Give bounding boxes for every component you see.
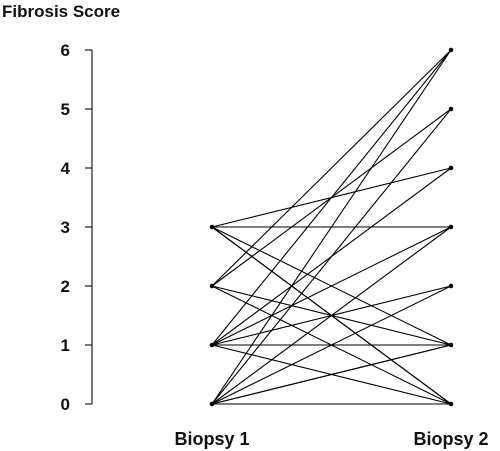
data-point: [209, 224, 215, 230]
patient-line: [211, 226, 452, 405]
patient-line: [211, 108, 452, 405]
patient-line: [211, 49, 452, 405]
y-tick-label: 6: [61, 41, 70, 60]
data-point: [448, 401, 454, 407]
patient-line: [211, 226, 452, 346]
data-points: [209, 47, 454, 407]
data-point: [448, 165, 454, 171]
y-tick-label: 4: [61, 159, 71, 178]
data-point: [209, 283, 215, 289]
x-category-label-biopsy-2: Biopsy 2: [413, 429, 488, 449]
data-point: [209, 342, 215, 348]
data-point: [448, 342, 454, 348]
y-tick-label: 2: [61, 277, 70, 296]
patient-line: [211, 49, 452, 346]
y-tick-label: 5: [61, 100, 70, 119]
series-lines: [211, 49, 452, 405]
y-tick-label: 1: [61, 336, 70, 355]
y-axis-title: Fibrosis Score: [2, 2, 120, 21]
y-axis-ticks: 0 1 2 3 4 5 6: [61, 41, 92, 414]
y-tick-label: 3: [61, 218, 70, 237]
data-point: [448, 47, 454, 53]
data-point: [448, 283, 454, 289]
data-point: [209, 401, 215, 407]
data-point: [448, 106, 454, 112]
patient-line: [211, 49, 452, 287]
x-category-label-biopsy-1: Biopsy 1: [174, 429, 249, 449]
patient-line: [211, 285, 452, 405]
data-point: [448, 224, 454, 230]
patient-line: [211, 344, 452, 405]
y-tick-label: 0: [61, 395, 70, 414]
